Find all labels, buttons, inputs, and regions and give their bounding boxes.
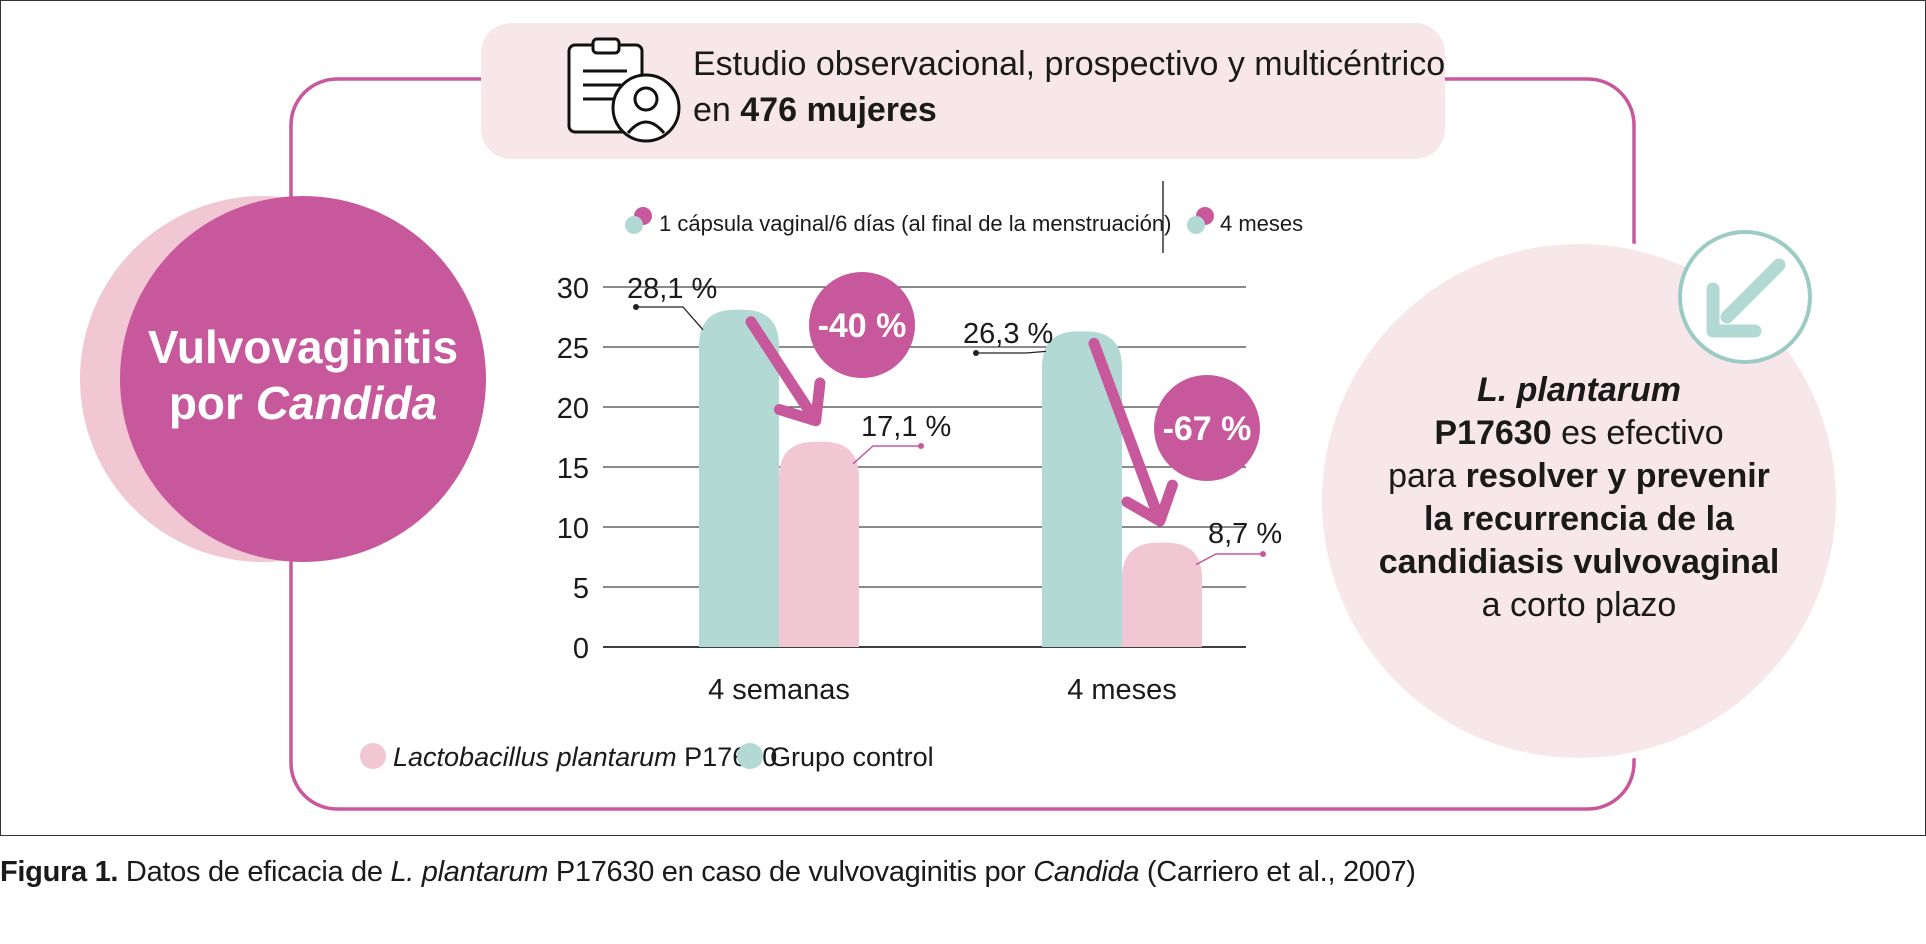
arrow-down-left-icon	[1678, 230, 1812, 364]
y-tick-label: 0	[573, 633, 589, 665]
y-tick-label: 5	[573, 573, 589, 605]
arrow-shaft	[745, 316, 814, 415]
right-badge-line2: P17630 es efectivo	[1434, 414, 1723, 452]
infographic: Vulvovaginitis por Candida Estudio obser…	[80, 23, 1842, 811]
control-leader-line	[976, 350, 1047, 354]
chart-bars	[699, 309, 1202, 647]
reduction-value: -40 %	[818, 307, 907, 345]
figure-panel: Vulvovaginitis por Candida Estudio obser…	[0, 0, 1926, 836]
legend-lacto: Lactobacillus plantarum P17630	[393, 742, 777, 772]
right-badge-line3: para resolver y prevenir	[1388, 457, 1770, 495]
y-tick-label: 15	[557, 453, 589, 485]
left-badge	[120, 196, 486, 562]
arrow-head	[773, 377, 826, 427]
study-line1: Estudio observacional, prospectivo y mul…	[693, 45, 1445, 83]
bar-control-1	[699, 309, 779, 647]
figure-caption: Figura 1. Datos de eficacia de L. planta…	[0, 856, 1416, 888]
bar-control-2	[1042, 331, 1122, 647]
control-value-label: 28,1 %	[627, 273, 717, 305]
caption-label: Figura 1.	[0, 856, 119, 888]
right-badge-line1: L. plantarum	[1477, 371, 1681, 409]
study-line2: en 476 mujeres	[693, 91, 937, 129]
x-category-label: 4 meses	[1067, 674, 1177, 706]
lacto-value-label: 17,1 %	[861, 411, 951, 443]
reduction-arrows: -40 % -67 %	[745, 272, 1260, 527]
reduction-badge	[1154, 375, 1260, 481]
capsule-icon-1	[625, 207, 652, 234]
y-tick-label: 30	[557, 273, 589, 305]
legend-control: Grupo control	[770, 742, 934, 772]
arrow-head	[1121, 479, 1178, 527]
reduction-badge	[809, 272, 915, 378]
control-leader-line	[636, 306, 704, 331]
lacto-leader-dot	[918, 443, 924, 449]
lacto-leader-line	[852, 445, 921, 465]
y-tick-label: 25	[557, 333, 589, 365]
left-badge-line2: por Candida	[169, 377, 437, 429]
reduction-value: -67 %	[1163, 410, 1252, 448]
legend-swatch-control	[737, 743, 763, 769]
x-category-label: 4 semanas	[708, 674, 850, 706]
y-axis-ticks: 0 5 10 15 20 25 30	[557, 273, 589, 665]
bar-lacto-1	[779, 441, 859, 647]
study-box	[481, 23, 1445, 159]
arrow-shaft	[1088, 337, 1161, 514]
right-badge-line4: la recurrencia de la	[1424, 500, 1735, 538]
clipboard-woman-icon	[567, 37, 681, 143]
y-tick-label: 20	[557, 393, 589, 425]
value-labels: 28,1 % 17,1 % 26,3 % 8,7 %	[627, 273, 1282, 566]
x-axis-categories: 4 semanas 4 meses	[708, 674, 1177, 706]
lacto-leader-line	[1195, 553, 1263, 566]
bar-chart: 0 5 10 15 20 25 30 -40 % -67 % 28,1 % 17,1 % 26,3…	[557, 272, 1282, 706]
legend-swatch-lacto	[360, 743, 386, 769]
y-tick-label: 10	[557, 513, 589, 545]
lacto-value-label: 8,7 %	[1208, 518, 1282, 550]
control-leader-dot	[973, 350, 979, 356]
reduction-arrow-2: -67 %	[1088, 337, 1260, 527]
reduction-arrow-1: -40 %	[745, 272, 915, 427]
control-value-label: 26,3 %	[963, 318, 1053, 350]
dosing-legend-1: 1 cápsula vaginal/6 días (al final de la…	[659, 211, 1171, 236]
right-badge-line6: a corto plazo	[1482, 586, 1677, 624]
right-badge-line5: candidiasis vulvovaginal	[1379, 543, 1780, 581]
left-badge-line1: Vulvovaginitis	[148, 321, 458, 373]
dosing-legend-2: 4 meses	[1220, 211, 1303, 236]
bar-lacto-2	[1122, 542, 1202, 647]
control-leader-dot	[633, 304, 639, 310]
right-badge	[1316, 238, 1842, 764]
lacto-leader-dot	[1260, 551, 1266, 557]
capsule-icon-2	[1187, 207, 1214, 234]
